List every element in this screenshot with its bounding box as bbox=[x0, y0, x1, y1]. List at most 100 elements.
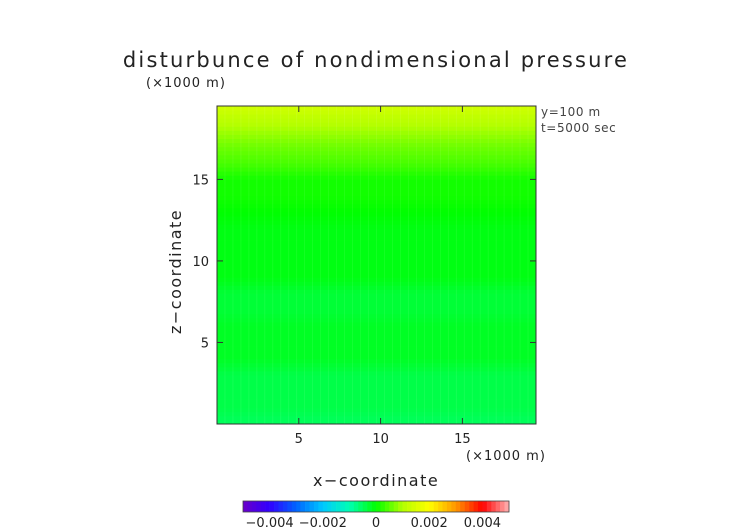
field-band bbox=[217, 167, 536, 172]
colorbar-segment bbox=[469, 501, 474, 512]
field-band bbox=[217, 362, 536, 368]
colorbar-segment bbox=[309, 501, 315, 512]
field-band bbox=[217, 114, 536, 119]
field-band bbox=[217, 216, 536, 221]
colorbar-segment bbox=[482, 501, 488, 512]
field-band bbox=[217, 289, 536, 294]
field-band bbox=[217, 387, 536, 392]
colorbar-segment bbox=[477, 501, 483, 512]
field-band bbox=[217, 379, 536, 384]
field-band bbox=[217, 285, 536, 290]
colorbar-segment bbox=[500, 501, 505, 512]
colorbar-segment bbox=[260, 501, 266, 512]
field-band bbox=[217, 309, 536, 315]
colorbar-segment bbox=[243, 501, 248, 512]
colorbar-segment bbox=[300, 501, 306, 512]
field-band bbox=[217, 126, 536, 131]
colorbar-segment bbox=[473, 501, 479, 512]
colorbar-segment bbox=[393, 501, 399, 512]
field-band bbox=[217, 273, 536, 278]
field-band bbox=[217, 354, 536, 360]
y-axis-label: z−coordinate bbox=[166, 208, 185, 334]
y-tick-label: 15 bbox=[192, 173, 209, 188]
colorbar-tick-label: 0.002 bbox=[411, 516, 448, 531]
colorbar-segment bbox=[274, 501, 279, 512]
chart-title: disturbunce of nondimensional pressure bbox=[122, 48, 630, 72]
field-band bbox=[217, 260, 536, 266]
colorbar-segment bbox=[358, 501, 363, 512]
colorbar-segment bbox=[349, 501, 355, 512]
field-band bbox=[217, 265, 536, 270]
colorbar-segment bbox=[278, 501, 284, 512]
colorbar-segment bbox=[247, 501, 253, 512]
field-band bbox=[217, 106, 536, 111]
field-band bbox=[217, 411, 536, 417]
colorbar-tick-label: 0.004 bbox=[464, 516, 501, 531]
field-band bbox=[217, 224, 536, 229]
field-band bbox=[217, 240, 536, 246]
colorbar-segment bbox=[318, 501, 324, 512]
field-band bbox=[217, 338, 536, 343]
colorbar-segment bbox=[495, 501, 501, 512]
colorbar-segment bbox=[415, 501, 421, 512]
field-band bbox=[217, 252, 536, 258]
colorbar-segment bbox=[340, 501, 346, 512]
field-band bbox=[217, 203, 536, 209]
field-band bbox=[217, 346, 536, 352]
colorbar-segment bbox=[256, 501, 262, 512]
colorbar-segment bbox=[322, 501, 328, 512]
field-band bbox=[217, 150, 536, 156]
field-band bbox=[217, 403, 536, 409]
colorbar-segment bbox=[460, 501, 465, 512]
field-band bbox=[217, 232, 536, 237]
colorbar-segment bbox=[313, 501, 319, 512]
x-axis-unit: (×1000 m) bbox=[466, 449, 546, 464]
field-band bbox=[217, 154, 536, 160]
field-band bbox=[217, 407, 536, 413]
colorbar-segment bbox=[424, 501, 430, 512]
y-tick-label: 10 bbox=[192, 255, 209, 270]
colorbar-segment bbox=[251, 501, 257, 512]
colorbar-segment bbox=[446, 501, 452, 512]
colorbar-segment bbox=[429, 501, 434, 512]
field-band bbox=[217, 383, 536, 388]
colorbar-segment bbox=[269, 501, 275, 512]
x-tick-label: 10 bbox=[372, 432, 389, 447]
colorbar-segment bbox=[296, 501, 301, 512]
colorbar-segment bbox=[464, 501, 470, 512]
colorbar-segment bbox=[398, 501, 403, 512]
heatmap-field bbox=[217, 106, 536, 425]
field-band bbox=[217, 322, 536, 327]
field-band bbox=[217, 171, 536, 176]
colorbar-tick-label: −0.004 bbox=[246, 516, 294, 531]
plot-frame bbox=[216, 105, 537, 425]
colorbar-segment bbox=[411, 501, 417, 512]
annotation-time: t=5000 sec bbox=[541, 121, 617, 135]
field-band bbox=[217, 305, 536, 311]
colorbar-segment bbox=[282, 501, 288, 512]
field-band bbox=[217, 256, 536, 262]
colorbar-segment bbox=[371, 501, 377, 512]
field-band bbox=[217, 334, 536, 339]
colorbar-segment bbox=[362, 501, 368, 512]
field-band bbox=[217, 330, 536, 335]
y-tick-label: 5 bbox=[201, 336, 209, 351]
x-axis-label: x−coordinate bbox=[313, 471, 440, 490]
axis-ticks: 5 10 15 5 10 15 bbox=[192, 106, 536, 447]
field-band bbox=[217, 179, 536, 184]
colorbar-segment bbox=[455, 501, 461, 512]
colorbar-segment bbox=[353, 501, 359, 512]
colorbar-segment bbox=[389, 501, 395, 512]
x-tick-label: 15 bbox=[454, 432, 471, 447]
field-band bbox=[217, 313, 536, 319]
field-band bbox=[217, 138, 536, 144]
field-band bbox=[217, 281, 536, 286]
field-band bbox=[217, 199, 536, 205]
annotation-y-position: y=100 m bbox=[541, 105, 601, 119]
colorbar-segment bbox=[420, 501, 426, 512]
field-band bbox=[217, 212, 536, 217]
colorbar-segment bbox=[291, 501, 297, 512]
field-band bbox=[217, 395, 536, 400]
field-band bbox=[217, 220, 536, 225]
